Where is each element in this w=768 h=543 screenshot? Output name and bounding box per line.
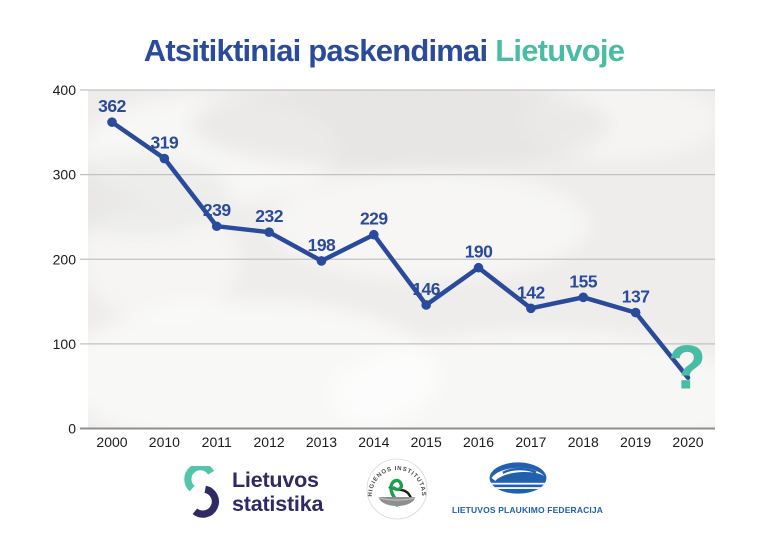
x-tick-label: 2011	[202, 434, 232, 450]
y-tick-label: 0	[68, 421, 76, 437]
data-point-marker	[630, 307, 641, 318]
data-point-marker	[526, 303, 536, 314]
y-tick-label: 300	[53, 167, 77, 183]
footer-logos: Lietuvos statistika HIGIENOS INSTITUTAS	[0, 455, 768, 543]
x-tick-label: 2012	[254, 434, 285, 450]
data-point-label: 190	[465, 242, 493, 262]
page-title: Atsitiktiniai paskendimai Lietuvoje	[0, 33, 768, 69]
data-point-marker	[107, 117, 117, 127]
data-point-label: 362	[98, 96, 126, 116]
statistika-line1: Lietuvos	[232, 468, 319, 492]
watermark-blob	[330, 330, 715, 429]
title-main: Atsitiktiniai paskendimai	[143, 33, 488, 68]
data-point-marker	[473, 262, 484, 273]
data-point-marker	[369, 229, 379, 240]
federation-caption: LIETUVOS PLAUKIMO FEDERACIJA	[452, 505, 604, 515]
x-tick-label: 2019	[620, 434, 651, 450]
x-tick-label: 2020	[672, 434, 703, 450]
data-point-marker	[316, 256, 327, 266]
watermark-photo	[88, 90, 715, 429]
watermark-blob	[270, 170, 590, 280]
plaukimo-federacija-logo: LIETUVOS PLAUKIMO FEDERACIJA	[452, 461, 604, 515]
y-tick-label: 400	[53, 82, 77, 98]
data-point-label: 239	[203, 200, 231, 220]
trend-line	[109, 119, 691, 380]
data-point-label: 137	[622, 287, 650, 307]
x-tick-label: 2014	[358, 434, 389, 450]
data-point-marker	[211, 221, 222, 232]
swimming-federation-icon	[489, 462, 547, 494]
data-point-marker	[264, 227, 274, 237]
data-point-label: 319	[151, 133, 179, 153]
data-point-label: 229	[360, 209, 388, 229]
higienos-institutas-emblem-icon: HIGIENOS INSTITUTAS	[366, 458, 428, 520]
y-tick-label: 200	[53, 251, 77, 267]
watermark-blob	[190, 90, 610, 170]
statistika-s-icon	[184, 466, 219, 518]
data-point-label: 198	[308, 235, 336, 255]
x-tick-label: 2013	[306, 434, 337, 450]
x-tick-label: 2010	[149, 434, 180, 450]
statistika-wordmark: Lietuvos statistika	[232, 468, 323, 516]
higienos-institutas-logo: HIGIENOS INSTITUTAS	[366, 458, 428, 525]
title-highlight: Lietuvoje	[495, 33, 625, 68]
data-point-label: 146	[412, 279, 440, 299]
data-point-marker	[578, 292, 589, 303]
data-point-label: 142	[517, 282, 545, 302]
x-tick-label: 2000	[96, 434, 127, 450]
statistika-line2: statistika	[232, 492, 324, 516]
x-tick-label: 2017	[515, 434, 546, 450]
data-point-marker	[159, 153, 170, 164]
watermark-blob	[88, 155, 230, 235]
x-tick-label: 2018	[568, 434, 599, 450]
data-point-label: 155	[569, 271, 597, 291]
x-tick-label: 2015	[411, 434, 442, 450]
x-tick-label: 2016	[463, 434, 494, 450]
unknown-question-mark: ?	[668, 334, 706, 403]
snake-shape	[389, 478, 404, 507]
data-point-marker	[421, 300, 431, 310]
y-tick-label: 100	[53, 336, 77, 352]
data-point-label: 232	[255, 206, 283, 226]
lietuvos-statistika-logo: Lietuvos statistika	[183, 466, 323, 518]
